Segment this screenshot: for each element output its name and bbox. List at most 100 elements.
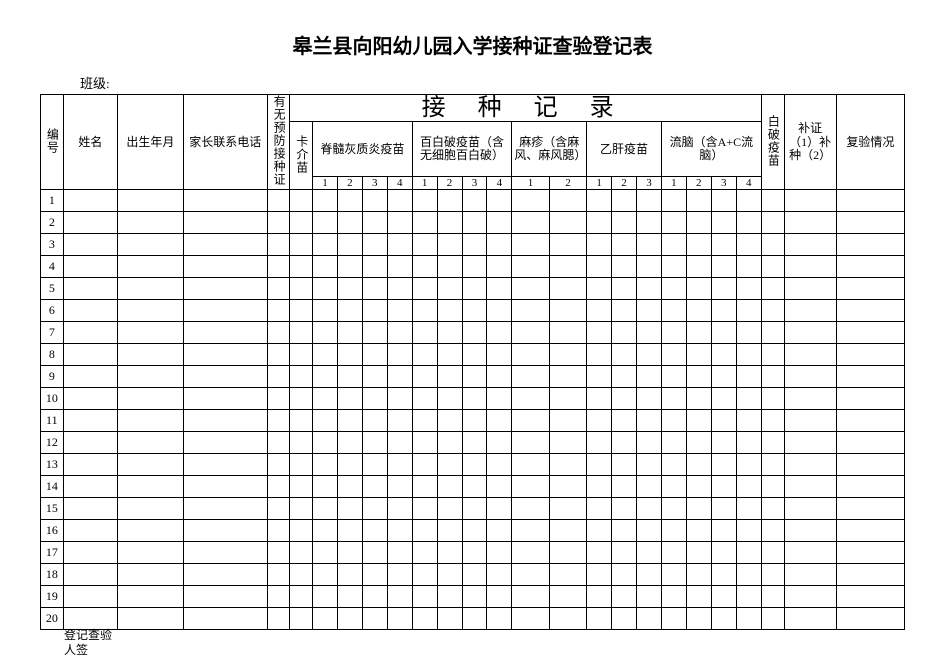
col-polio: 脊髓灰质炎疫苗 [312, 122, 412, 177]
empty-cell [636, 454, 661, 476]
empty-cell [412, 498, 437, 520]
row-index-cell: 8 [41, 344, 64, 366]
empty-cell [337, 608, 362, 630]
empty-cell [736, 366, 761, 388]
empty-cell [761, 454, 784, 476]
empty-cell [686, 300, 711, 322]
empty-cell [462, 608, 487, 630]
empty-cell [290, 234, 313, 256]
empty-cell [636, 344, 661, 366]
row-index-cell: 1 [41, 190, 64, 212]
empty-cell [612, 278, 637, 300]
empty-cell [512, 190, 549, 212]
empty-cell [387, 234, 412, 256]
empty-cell [636, 366, 661, 388]
empty-cell [836, 212, 904, 234]
empty-cell [587, 564, 612, 586]
empty-cell [736, 586, 761, 608]
empty-cell [612, 234, 637, 256]
col-supplement: 补证（1）补种（2） [784, 95, 836, 190]
empty-cell [784, 476, 836, 498]
empty-cell [290, 278, 313, 300]
empty-cell [587, 542, 612, 564]
empty-cell [462, 586, 487, 608]
empty-cell [711, 564, 736, 586]
empty-cell [387, 542, 412, 564]
empty-cell [362, 410, 387, 432]
empty-cell [711, 190, 736, 212]
empty-cell [736, 256, 761, 278]
empty-cell [636, 520, 661, 542]
empty-cell [118, 388, 184, 410]
dose-header: 3 [711, 177, 736, 190]
empty-cell [686, 190, 711, 212]
row-index-cell: 19 [41, 586, 64, 608]
empty-cell [612, 366, 637, 388]
empty-cell [387, 366, 412, 388]
empty-cell [63, 608, 117, 630]
empty-cell [412, 190, 437, 212]
empty-cell [761, 322, 784, 344]
empty-cell [736, 388, 761, 410]
empty-cell [437, 300, 462, 322]
empty-cell [118, 564, 184, 586]
empty-cell [337, 476, 362, 498]
empty-cell [387, 410, 412, 432]
empty-cell [612, 190, 637, 212]
empty-cell [836, 476, 904, 498]
table-row: 5 [41, 278, 905, 300]
empty-cell [183, 256, 267, 278]
empty-cell [312, 520, 337, 542]
empty-cell [183, 476, 267, 498]
empty-cell [587, 212, 612, 234]
empty-cell [462, 212, 487, 234]
empty-cell [736, 542, 761, 564]
empty-cell [711, 300, 736, 322]
empty-cell [267, 608, 290, 630]
empty-cell [711, 520, 736, 542]
empty-cell [63, 388, 117, 410]
empty-cell [290, 344, 313, 366]
empty-cell [267, 432, 290, 454]
empty-cell [267, 542, 290, 564]
empty-cell [512, 520, 549, 542]
empty-cell [661, 476, 686, 498]
empty-cell [362, 344, 387, 366]
empty-cell [836, 256, 904, 278]
empty-cell [437, 278, 462, 300]
empty-cell [686, 586, 711, 608]
empty-cell [63, 322, 117, 344]
row-index-cell: 10 [41, 388, 64, 410]
empty-cell [612, 608, 637, 630]
row-index-cell: 12 [41, 432, 64, 454]
empty-cell [412, 608, 437, 630]
empty-cell [362, 432, 387, 454]
empty-cell [587, 476, 612, 498]
empty-cell [836, 278, 904, 300]
empty-cell [736, 410, 761, 432]
empty-cell [686, 542, 711, 564]
empty-cell [267, 366, 290, 388]
empty-cell [387, 498, 412, 520]
empty-cell [462, 300, 487, 322]
empty-cell [362, 498, 387, 520]
empty-cell [312, 256, 337, 278]
empty-cell [512, 234, 549, 256]
empty-cell [118, 432, 184, 454]
empty-cell [362, 300, 387, 322]
empty-cell [736, 212, 761, 234]
empty-cell [636, 234, 661, 256]
empty-cell [183, 520, 267, 542]
empty-cell [836, 498, 904, 520]
empty-cell [587, 322, 612, 344]
empty-cell [661, 586, 686, 608]
empty-cell [387, 520, 412, 542]
empty-cell [312, 564, 337, 586]
empty-cell [711, 366, 736, 388]
empty-cell [711, 234, 736, 256]
table-row: 15 [41, 498, 905, 520]
empty-cell [612, 344, 637, 366]
empty-cell [512, 344, 549, 366]
empty-cell [267, 498, 290, 520]
empty-cell [183, 300, 267, 322]
